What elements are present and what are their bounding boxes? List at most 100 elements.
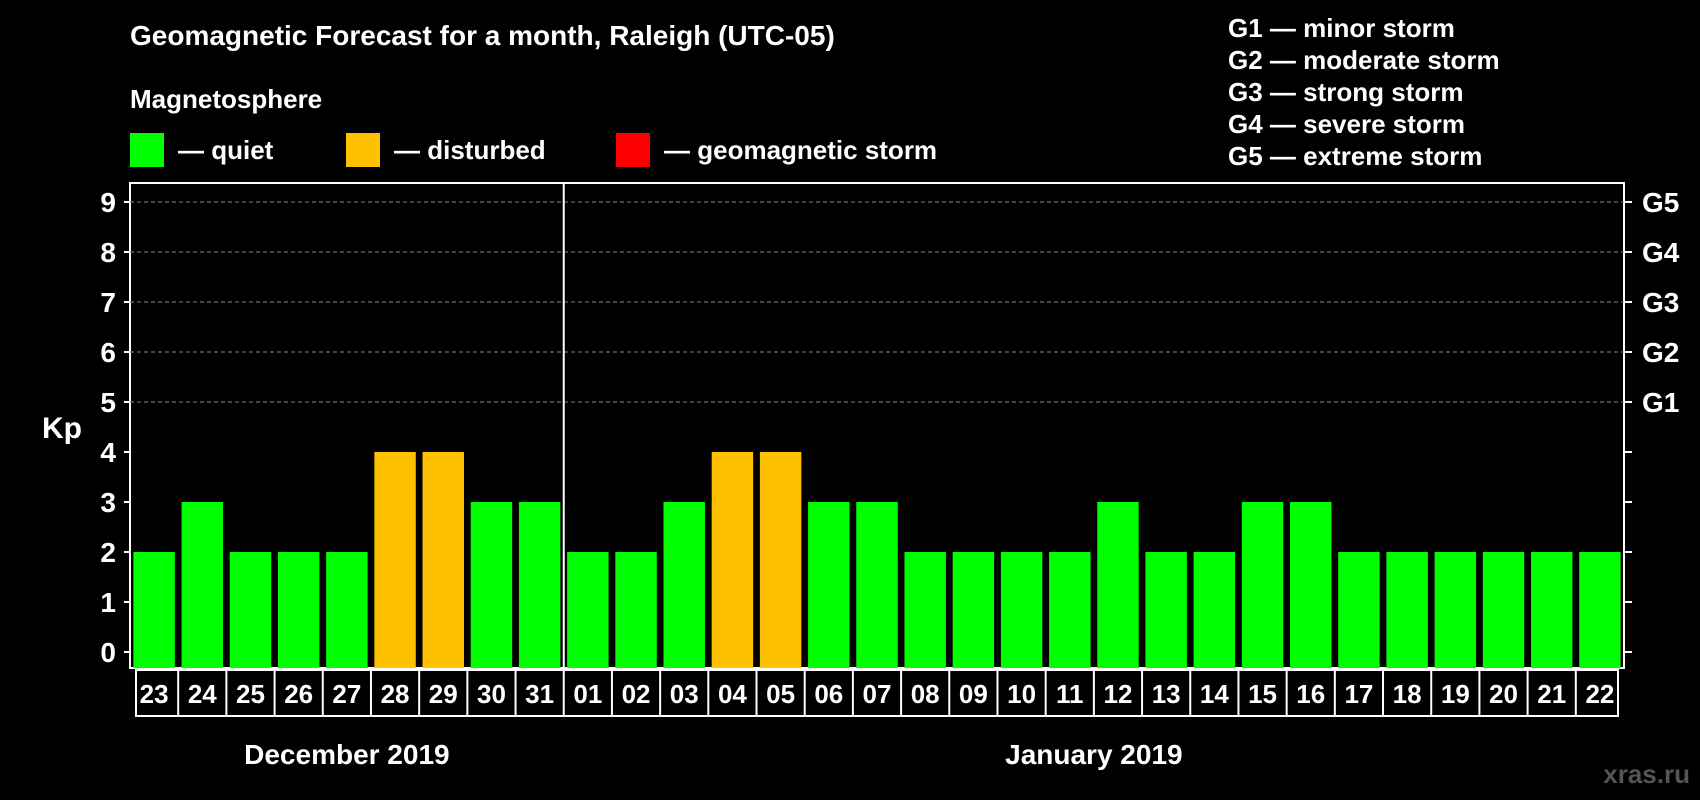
bar-19 <box>1434 552 1477 668</box>
bar-10 <box>1000 552 1043 668</box>
x-tick-label-10: 10 <box>1007 679 1036 709</box>
storm-scale-g2: G2 — moderate storm <box>1228 45 1500 75</box>
bar-15 <box>1241 502 1284 668</box>
x-tick-label-03: 03 <box>670 679 699 709</box>
bar-14 <box>1193 552 1236 668</box>
x-tick-label-20: 20 <box>1489 679 1518 709</box>
bar-12 <box>1097 502 1139 668</box>
bar-30 <box>470 502 513 668</box>
month-label-1: January 2019 <box>1005 739 1182 770</box>
y-tick-label-0: 0 <box>100 637 116 668</box>
bar-11 <box>1049 552 1091 668</box>
bar-24 <box>181 502 224 668</box>
storm-scale-legend: G1 — minor storm G2 — moderate storm G3 … <box>1228 12 1500 172</box>
legend-disturbed-label: — disturbed <box>394 134 546 165</box>
bar-31 <box>518 502 561 668</box>
y-tick-label-5: 5 <box>100 387 116 418</box>
x-tick-label-23: 23 <box>140 679 169 709</box>
x-tick-label-24: 24 <box>188 679 217 709</box>
bar-23 <box>133 552 175 668</box>
bar-16 <box>1290 502 1332 668</box>
legend-storm-label: — geomagnetic storm <box>664 134 938 165</box>
bar-20 <box>1482 552 1525 668</box>
bar-21 <box>1530 552 1573 668</box>
x-tick-label-18: 18 <box>1393 679 1422 709</box>
x-tick-label-28: 28 <box>381 679 410 709</box>
x-tick-label-19: 19 <box>1441 679 1470 709</box>
x-tick-label-30: 30 <box>477 679 506 709</box>
bar-05 <box>759 452 802 668</box>
storm-scale-g4: G4 — severe storm <box>1228 109 1466 139</box>
right-axis-label-G1: G1 <box>1642 387 1679 418</box>
legend-quiet-label: — quiet <box>178 134 274 165</box>
x-tick-label-08: 08 <box>911 679 940 709</box>
x-tick-label-16: 16 <box>1296 679 1325 709</box>
x-tick-label-14: 14 <box>1200 679 1229 709</box>
bar-03 <box>663 502 705 668</box>
right-axis-label-G2: G2 <box>1642 337 1679 368</box>
bar-28 <box>374 452 416 668</box>
y-axis-label: Kp <box>42 412 82 445</box>
y-tick-label-9: 9 <box>100 187 116 218</box>
legend-storm: — geomagnetic storm <box>616 133 937 167</box>
x-tick-label-21: 21 <box>1537 679 1566 709</box>
right-axis-label-G3: G3 <box>1642 287 1679 318</box>
x-tick-label-15: 15 <box>1248 679 1277 709</box>
bar-17 <box>1338 552 1380 668</box>
legend-quiet-swatch <box>130 133 164 167</box>
bar-01 <box>567 552 609 668</box>
legend-disturbed: — disturbed <box>346 133 546 167</box>
bar-08 <box>904 552 946 668</box>
x-tick-label-26: 26 <box>284 679 313 709</box>
bar-06 <box>808 502 850 668</box>
watermark: xras.ru <box>1603 759 1690 789</box>
date-label-strip <box>135 669 1619 717</box>
bar-04 <box>711 452 754 668</box>
y-tick-label-8: 8 <box>100 237 116 268</box>
bar-09 <box>952 552 995 668</box>
bar-25 <box>229 552 272 668</box>
x-tick-label-11: 11 <box>1056 679 1084 709</box>
bar-13 <box>1145 552 1187 668</box>
x-tick-label-31: 31 <box>525 679 554 709</box>
bar-26 <box>277 552 320 668</box>
y-tick-label-3: 3 <box>100 487 116 518</box>
x-tick-label-06: 06 <box>814 679 843 709</box>
bar-27 <box>326 552 368 668</box>
y-tick-label-2: 2 <box>100 537 116 568</box>
x-tick-label-09: 09 <box>959 679 988 709</box>
x-tick-label-29: 29 <box>429 679 458 709</box>
x-tick-label-01: 01 <box>573 679 602 709</box>
legend-quiet: — quiet <box>130 133 273 167</box>
storm-scale-g3: G3 — strong storm <box>1228 77 1464 107</box>
storm-scale-g1: G1 — minor storm <box>1228 13 1455 43</box>
chart-title: Geomagnetic Forecast for a month, Raleig… <box>130 20 835 51</box>
y-tick-label-7: 7 <box>100 287 116 318</box>
bar-29 <box>422 452 464 668</box>
legend-storm-swatch <box>616 133 650 167</box>
right-axis-label-G5: G5 <box>1642 187 1679 218</box>
x-tick-label-22: 22 <box>1585 679 1614 709</box>
legend-disturbed-swatch <box>346 133 380 167</box>
x-tick-label-05: 05 <box>766 679 795 709</box>
bar-02 <box>615 552 657 668</box>
x-tick-label-25: 25 <box>236 679 265 709</box>
storm-scale-g5: G5 — extreme storm <box>1228 141 1483 171</box>
bar-22 <box>1579 552 1621 668</box>
y-tick-label-6: 6 <box>100 337 116 368</box>
legend-heading: Magnetosphere <box>130 84 323 114</box>
bar-18 <box>1386 552 1428 668</box>
x-tick-label-17: 17 <box>1344 679 1373 709</box>
x-tick-label-02: 02 <box>622 679 651 709</box>
x-tick-label-13: 13 <box>1152 679 1181 709</box>
x-tick-label-27: 27 <box>332 679 361 709</box>
x-tick-label-04: 04 <box>718 679 747 709</box>
right-axis-label-G4: G4 <box>1642 237 1680 268</box>
month-label-0: December 2019 <box>244 739 449 770</box>
x-tick-label-07: 07 <box>863 679 892 709</box>
y-tick-label-1: 1 <box>100 587 116 618</box>
bar-07 <box>856 502 898 668</box>
y-tick-label-4: 4 <box>100 437 116 468</box>
x-tick-label-12: 12 <box>1104 679 1133 709</box>
